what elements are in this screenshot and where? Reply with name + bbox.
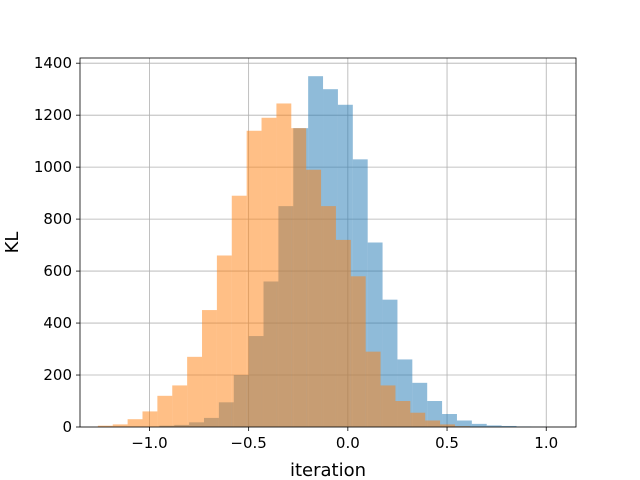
histogram-bar-series-2: [440, 424, 455, 427]
histogram-bar-series-2: [410, 412, 426, 427]
x-tick-label: 0.0: [336, 434, 360, 452]
histogram-bar-series-1: [442, 414, 457, 427]
histogram-bar-series-2: [142, 411, 158, 427]
y-tick-label: 600: [43, 262, 72, 280]
histogram-bar-series-1: [501, 425, 517, 427]
histogram-bar-series-2: [276, 103, 292, 428]
x-axis-label: iteration: [290, 460, 366, 480]
x-tick-label: 1.0: [534, 434, 558, 452]
histogram-bar-series-2: [246, 130, 262, 427]
histogram-bar-series-2: [216, 255, 232, 427]
histogram-bar-series-2: [202, 310, 217, 427]
histogram-bar-series-2: [157, 395, 173, 427]
histogram-bar-series-2: [187, 356, 203, 427]
histogram-bar-series-2: [112, 424, 128, 427]
histogram-bar-series-2: [291, 128, 307, 427]
y-tick-label: 200: [43, 366, 72, 384]
histogram-bar-series-2: [172, 385, 188, 427]
histogram-bar-series-2: [380, 385, 396, 427]
histogram-bar-series-1: [456, 420, 472, 427]
y-tick-label: 1200: [34, 106, 72, 124]
x-tick-label: −1.0: [131, 434, 167, 452]
y-tick-label: 0: [62, 418, 72, 436]
histogram-bar-series-2: [231, 195, 247, 427]
histogram-bar-series-2: [365, 351, 381, 427]
plot-area-frame: [79, 57, 577, 428]
histogram-bar-series-2: [350, 276, 366, 427]
histogram-bar-series-2: [97, 425, 113, 427]
y-axis-label: KL: [2, 232, 23, 254]
y-tick-label: 400: [43, 314, 72, 332]
y-tick-label: 800: [43, 210, 72, 228]
y-tick-label: 1400: [34, 54, 72, 72]
histogram-bar-series-2: [127, 419, 143, 427]
histogram-bar-series-2: [335, 239, 351, 427]
histogram-bar-series-1: [471, 423, 487, 427]
histogram-bar-series-2: [306, 169, 322, 427]
histogram-bar-series-2: [261, 117, 277, 427]
y-tick-label: 1000: [34, 158, 72, 176]
x-tick-label: −0.5: [230, 434, 266, 452]
x-tick-label: 0.5: [435, 434, 459, 452]
ticks-layer: −1.0 −0.5 0.0 0.5 1.0 0 200 400 600 800 1000 1200 14…: [34, 54, 558, 452]
bars-layer: [97, 76, 547, 428]
histogram-bar-series-2: [425, 420, 441, 427]
histogram-bar-series-2: [321, 206, 336, 427]
histogram-bar-series-1: [486, 425, 502, 427]
histogram-bar-series-2: [395, 401, 411, 427]
